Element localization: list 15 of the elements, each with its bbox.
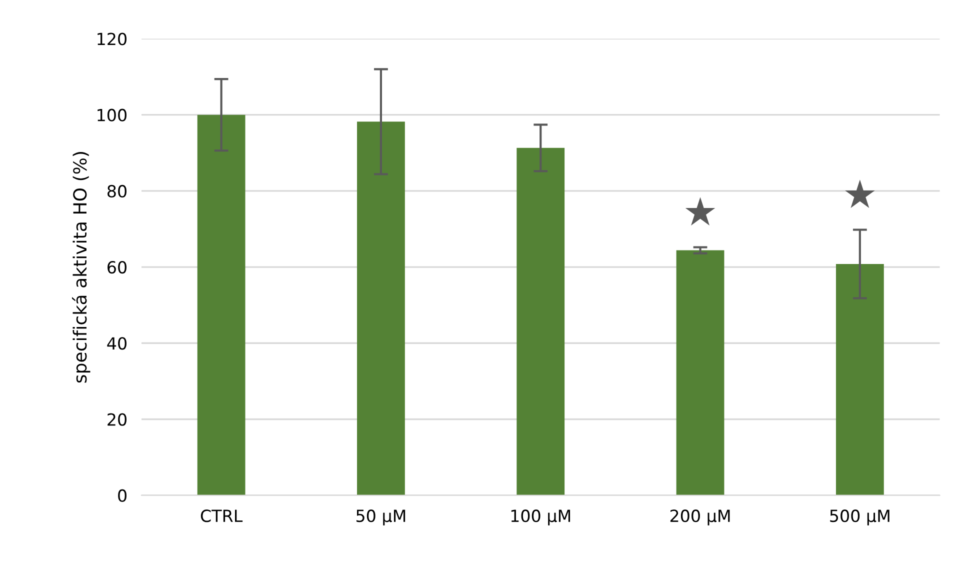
y-tick-label: 0 xyxy=(118,489,126,502)
y-axis-title: specifická aktivita HO (%) xyxy=(72,152,90,383)
annotation: ★ xyxy=(685,197,716,226)
y-tick-label: 80 xyxy=(108,184,126,198)
annotation: ★ xyxy=(845,180,875,208)
x-tick-label: 200 µM xyxy=(670,510,730,526)
y-tick-label: 100 xyxy=(98,108,126,122)
y-tick-label: 120 xyxy=(98,32,126,46)
x-tick-label: 500 µM xyxy=(830,510,890,526)
y-tick-label: 20 xyxy=(108,413,126,426)
x-tick-label: 100 µM xyxy=(511,510,570,526)
y-tick-label: 40 xyxy=(107,337,126,350)
y-tick-label: 60 xyxy=(108,261,126,274)
x-tick-label: CTRL xyxy=(200,510,243,522)
x-tick-label: 50 µM xyxy=(356,510,406,526)
